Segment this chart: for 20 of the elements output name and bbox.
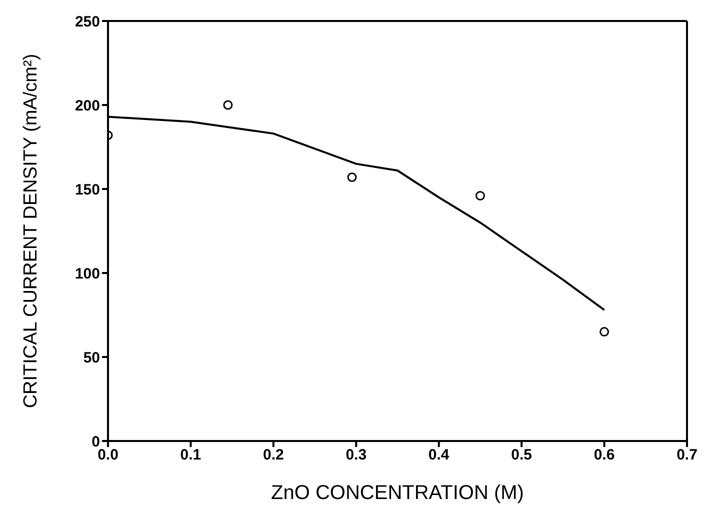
y-tick-label: 200 [74, 97, 100, 114]
y-tick-label: 0 [92, 433, 100, 450]
y-tick-label: 250 [74, 13, 100, 30]
x-tick-label: 0.0 [98, 446, 118, 464]
y-axis-title: CRITICAL CURRENT DENSITY (mA/cm²) [20, 54, 42, 408]
x-tick-label: 0.6 [594, 446, 615, 464]
x-tick-label: 0.3 [346, 446, 367, 464]
y-tick-label: 50 [83, 349, 100, 366]
x-tick-label: 0.2 [263, 446, 284, 464]
point [475, 190, 485, 200]
x-tick-label: 0.5 [511, 446, 532, 464]
point [347, 172, 357, 182]
x-tick-label: 0.4 [428, 446, 450, 464]
x-axis-title: ZnO CONCENTRATION (M) [271, 482, 524, 504]
x-tick-label: 0.1 [180, 446, 202, 464]
point [600, 327, 610, 337]
x-tick-label: 0.7 [676, 446, 698, 464]
point [223, 100, 233, 110]
y-tick-label: 100 [74, 265, 100, 282]
y-tick-label: 150 [74, 181, 100, 198]
